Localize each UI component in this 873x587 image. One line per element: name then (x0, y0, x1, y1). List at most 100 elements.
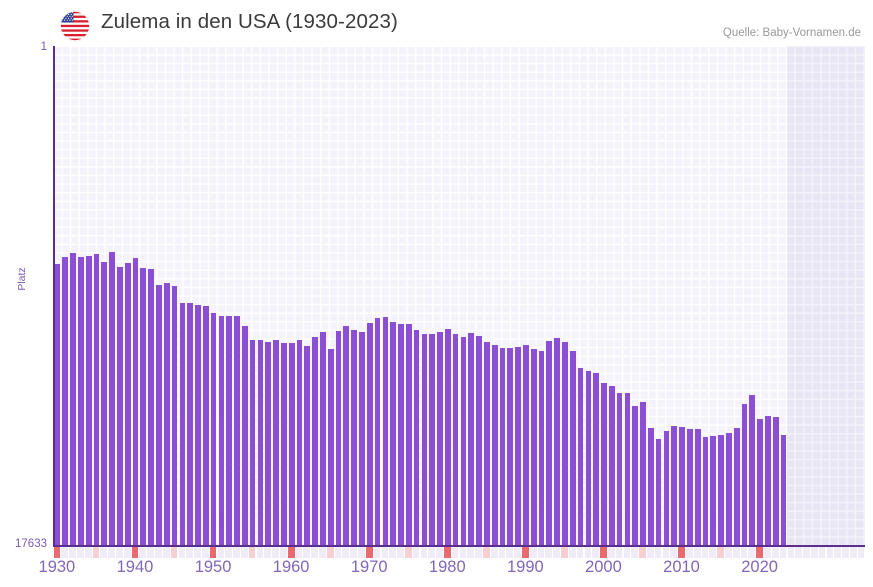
x-tick (342, 547, 350, 558)
bar (467, 332, 475, 546)
bar (84, 256, 92, 546)
bar (654, 439, 662, 546)
bar (686, 428, 693, 546)
bar (709, 436, 717, 546)
bar (373, 317, 381, 546)
x-tick (732, 547, 740, 558)
x-tick (842, 547, 849, 558)
x-tick (740, 547, 748, 558)
x-tick (764, 547, 771, 558)
x-tick (334, 547, 342, 558)
x-tick (116, 547, 123, 558)
y-axis-top-label: 1 (40, 41, 47, 53)
x-axis-label: 1950 (194, 558, 232, 576)
x-tick-major (53, 547, 61, 558)
x-tick (584, 547, 592, 558)
x-tick (397, 547, 404, 558)
bar (240, 326, 248, 546)
x-tick (264, 547, 272, 558)
bar (615, 392, 623, 546)
bar (350, 329, 357, 546)
chart-header: Zulema in den USA (1930-2023) Quelle: Ba… (0, 0, 873, 46)
x-tick (748, 547, 756, 558)
bar (342, 325, 350, 546)
x-tick (303, 547, 311, 558)
bar (592, 372, 600, 546)
x-tick (201, 547, 209, 558)
bar (646, 428, 654, 546)
x-axis-label: 1990 (507, 558, 544, 576)
x-tick-major (131, 547, 139, 558)
bar (123, 263, 131, 546)
y-axis-bottom-label: 17633 (15, 538, 47, 550)
bar (576, 368, 584, 546)
x-tick-minor (92, 547, 100, 558)
source-label: Quelle: Baby-Vornamen.de (722, 27, 861, 39)
x-tick-major (756, 547, 763, 558)
x-tick (108, 547, 115, 558)
x-axis-ticks (53, 547, 865, 558)
x-axis-label: 2010 (663, 558, 700, 576)
bar (272, 339, 279, 546)
bar (725, 433, 732, 546)
bar (600, 382, 607, 546)
bar (334, 330, 342, 546)
x-tick (459, 547, 467, 558)
x-tick-major (522, 547, 529, 558)
x-tick (514, 547, 521, 558)
x-tick (350, 547, 357, 558)
x-tick-major (600, 547, 607, 558)
bar (287, 343, 295, 546)
x-tick (771, 547, 779, 558)
bar (732, 427, 740, 546)
bar (506, 347, 514, 546)
no-data-band (786, 46, 865, 546)
chart-plot-area (53, 46, 865, 546)
x-tick (436, 547, 443, 558)
bar (311, 336, 318, 546)
x-axis-label: 1980 (428, 558, 466, 576)
x-tick (272, 547, 279, 558)
bar (514, 346, 521, 546)
bar (201, 305, 209, 546)
bar (428, 334, 436, 546)
bar (264, 342, 272, 546)
bar (178, 303, 186, 546)
x-tick (701, 547, 709, 558)
x-tick (77, 547, 84, 558)
x-tick-minor (326, 547, 334, 558)
y-axis-line (53, 46, 55, 546)
bar (459, 337, 467, 546)
x-tick (256, 547, 264, 558)
bar (295, 340, 303, 546)
bar (280, 342, 287, 546)
x-tick (319, 547, 326, 558)
x-axis-label: 1940 (116, 558, 154, 576)
bar (475, 336, 482, 546)
bar (537, 350, 545, 546)
bar (779, 435, 787, 546)
x-tick-minor (483, 547, 490, 558)
x-tick (803, 547, 810, 558)
x-tick (123, 547, 131, 558)
x-axis-label: 1930 (38, 558, 76, 576)
x-tick (412, 547, 420, 558)
x-tick (529, 547, 537, 558)
bar (217, 315, 225, 546)
x-axis-label: 1960 (272, 558, 310, 576)
bar (771, 417, 779, 546)
bar (69, 252, 76, 546)
x-tick (186, 547, 194, 558)
x-tick-minor (404, 547, 412, 558)
x-tick (225, 547, 233, 558)
x-tick-minor (170, 547, 178, 558)
x-tick (631, 547, 639, 558)
x-tick (568, 547, 576, 558)
x-tick (61, 547, 69, 558)
bar (61, 256, 69, 546)
x-tick (139, 547, 147, 558)
bar (717, 435, 724, 546)
page-title: Zulema in den USA (1930-2023) (101, 10, 398, 33)
x-tick (857, 547, 865, 558)
x-tick-major (365, 547, 373, 558)
